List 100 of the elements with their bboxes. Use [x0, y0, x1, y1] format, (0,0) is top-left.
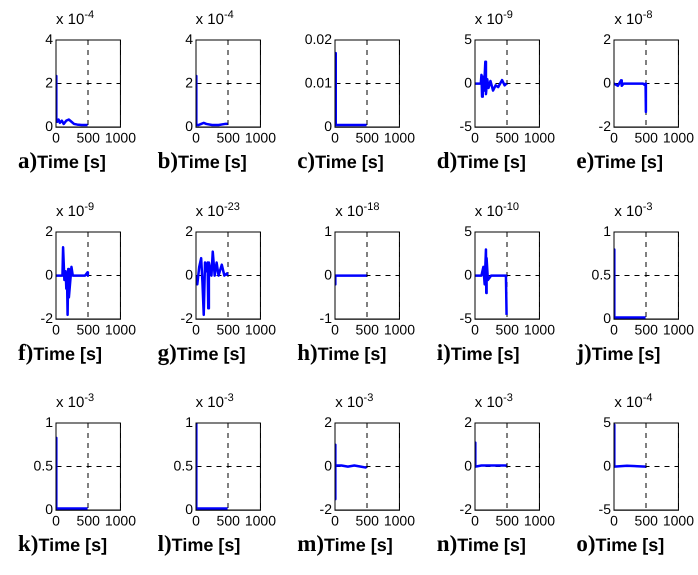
- x-tick-label: 1000: [384, 129, 416, 146]
- y-tick-label: -2: [320, 501, 332, 518]
- x-axis-title: Time [s]: [457, 535, 526, 556]
- chart-subtitle: x 10$^{-3}$: [614, 200, 653, 221]
- x-axis-title: Time [s]: [33, 344, 102, 364]
- x-tick-label: 500: [76, 321, 100, 338]
- text: a): [18, 148, 38, 173]
- text: o): [576, 531, 596, 556]
- text: j): [576, 340, 592, 365]
- chart-subtitle: x 10$^{-4}$: [196, 8, 234, 29]
- y-tick-label: 0: [604, 310, 612, 326]
- y-tick-label: 2: [45, 222, 54, 238]
- y-tick-label: 0: [45, 118, 54, 134]
- y-tick-label: 0: [604, 458, 612, 474]
- y-tick-label: -5: [598, 501, 612, 518]
- x-tick-label: 500: [356, 321, 380, 338]
- y-tick-label: 2: [45, 74, 54, 90]
- chart-subtitle: x 10$^{-8}$: [614, 8, 653, 29]
- x-axis-title: Time [s]: [594, 152, 663, 172]
- x-tick-label: 1000: [244, 321, 276, 338]
- text: k): [18, 531, 38, 556]
- x-tick-label: 1000: [663, 129, 695, 146]
- chart-subtitle: x 10$^{-9}$: [474, 8, 513, 29]
- y-tick-label: 0: [45, 266, 54, 282]
- chart-subtitle: x 10$^{-4}$: [56, 8, 94, 29]
- y-tick-label: 0.5: [592, 266, 612, 282]
- y-tick-label: 2: [184, 74, 193, 90]
- x-axis-title: Time [s]: [38, 535, 108, 556]
- y-tick-label: 0: [324, 118, 332, 134]
- x-axis-title: Time [s]: [450, 344, 520, 364]
- y-tick-label: 5: [464, 30, 472, 47]
- y-tick-label: 0.02: [304, 30, 332, 47]
- y-tick-label: 0: [184, 266, 193, 282]
- chart-subtitle: x 10$^{-3}$: [335, 391, 374, 412]
- text: m): [297, 531, 324, 556]
- chart-subtitle: x 10$^{-10}$: [474, 200, 520, 221]
- y-tick-label: -5: [459, 310, 472, 326]
- y-tick-label: 2: [184, 222, 193, 238]
- x-tick-label: 500: [495, 512, 519, 529]
- y-tick-label: 4: [45, 30, 54, 47]
- x-tick-label: 1000: [104, 512, 136, 529]
- x-axis-title: Time [s]: [172, 535, 240, 556]
- text: b): [158, 148, 178, 173]
- text: e): [576, 148, 594, 173]
- y-tick-label: 1: [604, 222, 612, 238]
- x-axis-title: Time [s]: [592, 344, 660, 364]
- x-tick-label: 1000: [104, 321, 136, 338]
- text: n): [436, 531, 458, 556]
- y-tick-label: 0: [324, 458, 332, 474]
- y-tick-label: -2: [180, 310, 193, 326]
- chart-subtitle: x 10$^{-23}$: [196, 200, 240, 221]
- y-tick-label: -2: [40, 310, 54, 326]
- x-tick-label: 500: [356, 512, 380, 529]
- y-tick-label: 0.5: [173, 458, 193, 474]
- x-tick-label: 500: [216, 129, 240, 146]
- x-tick-label: 500: [634, 512, 658, 529]
- x-tick-label: 1000: [524, 512, 555, 529]
- chart-subtitle: x 10$^{-3}$: [196, 391, 234, 412]
- x-tick-label: 1000: [244, 129, 276, 146]
- x-axis-title: Time [s]: [596, 535, 664, 556]
- y-tick-label: -2: [459, 501, 472, 518]
- x-tick-label: 1000: [384, 321, 416, 338]
- x-axis-title: Time [s]: [315, 152, 384, 172]
- chart-subtitle: x 10$^{-4}$: [614, 391, 653, 412]
- x-tick-label: 1000: [663, 512, 695, 529]
- x-tick-label: 500: [356, 129, 380, 146]
- x-tick-label: 500: [76, 512, 100, 529]
- x-tick-label: 1000: [244, 512, 276, 529]
- y-tick-label: 2: [604, 30, 612, 47]
- x-axis-title: Time [s]: [324, 535, 393, 556]
- chart-subtitle: x 10$^{-9}$: [56, 200, 94, 221]
- x-axis-title: Time [s]: [457, 152, 526, 172]
- x-tick-label: 500: [634, 321, 658, 338]
- x-axis-title: Time [s]: [178, 152, 247, 172]
- y-tick-label: 5: [604, 414, 612, 430]
- y-tick-label: 1: [184, 414, 193, 430]
- y-tick-label: 0: [604, 74, 612, 90]
- y-tick-label: 2: [324, 414, 332, 430]
- y-tick-label: 0.5: [34, 458, 54, 474]
- y-tick-label: -5: [459, 118, 472, 134]
- y-tick-label: -2: [598, 118, 612, 134]
- y-tick-label: 0: [184, 118, 193, 134]
- y-tick-label: 5: [464, 222, 472, 238]
- text: g): [158, 340, 177, 365]
- text: c): [297, 148, 316, 173]
- y-tick-label: 0: [45, 501, 54, 518]
- text: l): [158, 531, 172, 556]
- chart-subtitle: x 10$^{-18}$: [335, 200, 380, 221]
- x-axis-title: Time [s]: [176, 344, 246, 364]
- text: f): [18, 340, 34, 365]
- x-tick-label: 500: [216, 321, 240, 338]
- y-tick-label: 0: [324, 266, 332, 282]
- y-tick-label: 0: [464, 266, 472, 282]
- x-tick-label: 1000: [524, 129, 555, 146]
- chart-subtitle: x 10$^{-3}$: [474, 391, 513, 412]
- x-axis-title: Time [s]: [318, 344, 386, 364]
- chart-subtitle: x 10$^{-3}$: [56, 391, 94, 412]
- x-tick-label: 1000: [663, 321, 695, 338]
- x-tick-label: 1000: [104, 129, 136, 146]
- y-tick-label: 0: [464, 74, 472, 90]
